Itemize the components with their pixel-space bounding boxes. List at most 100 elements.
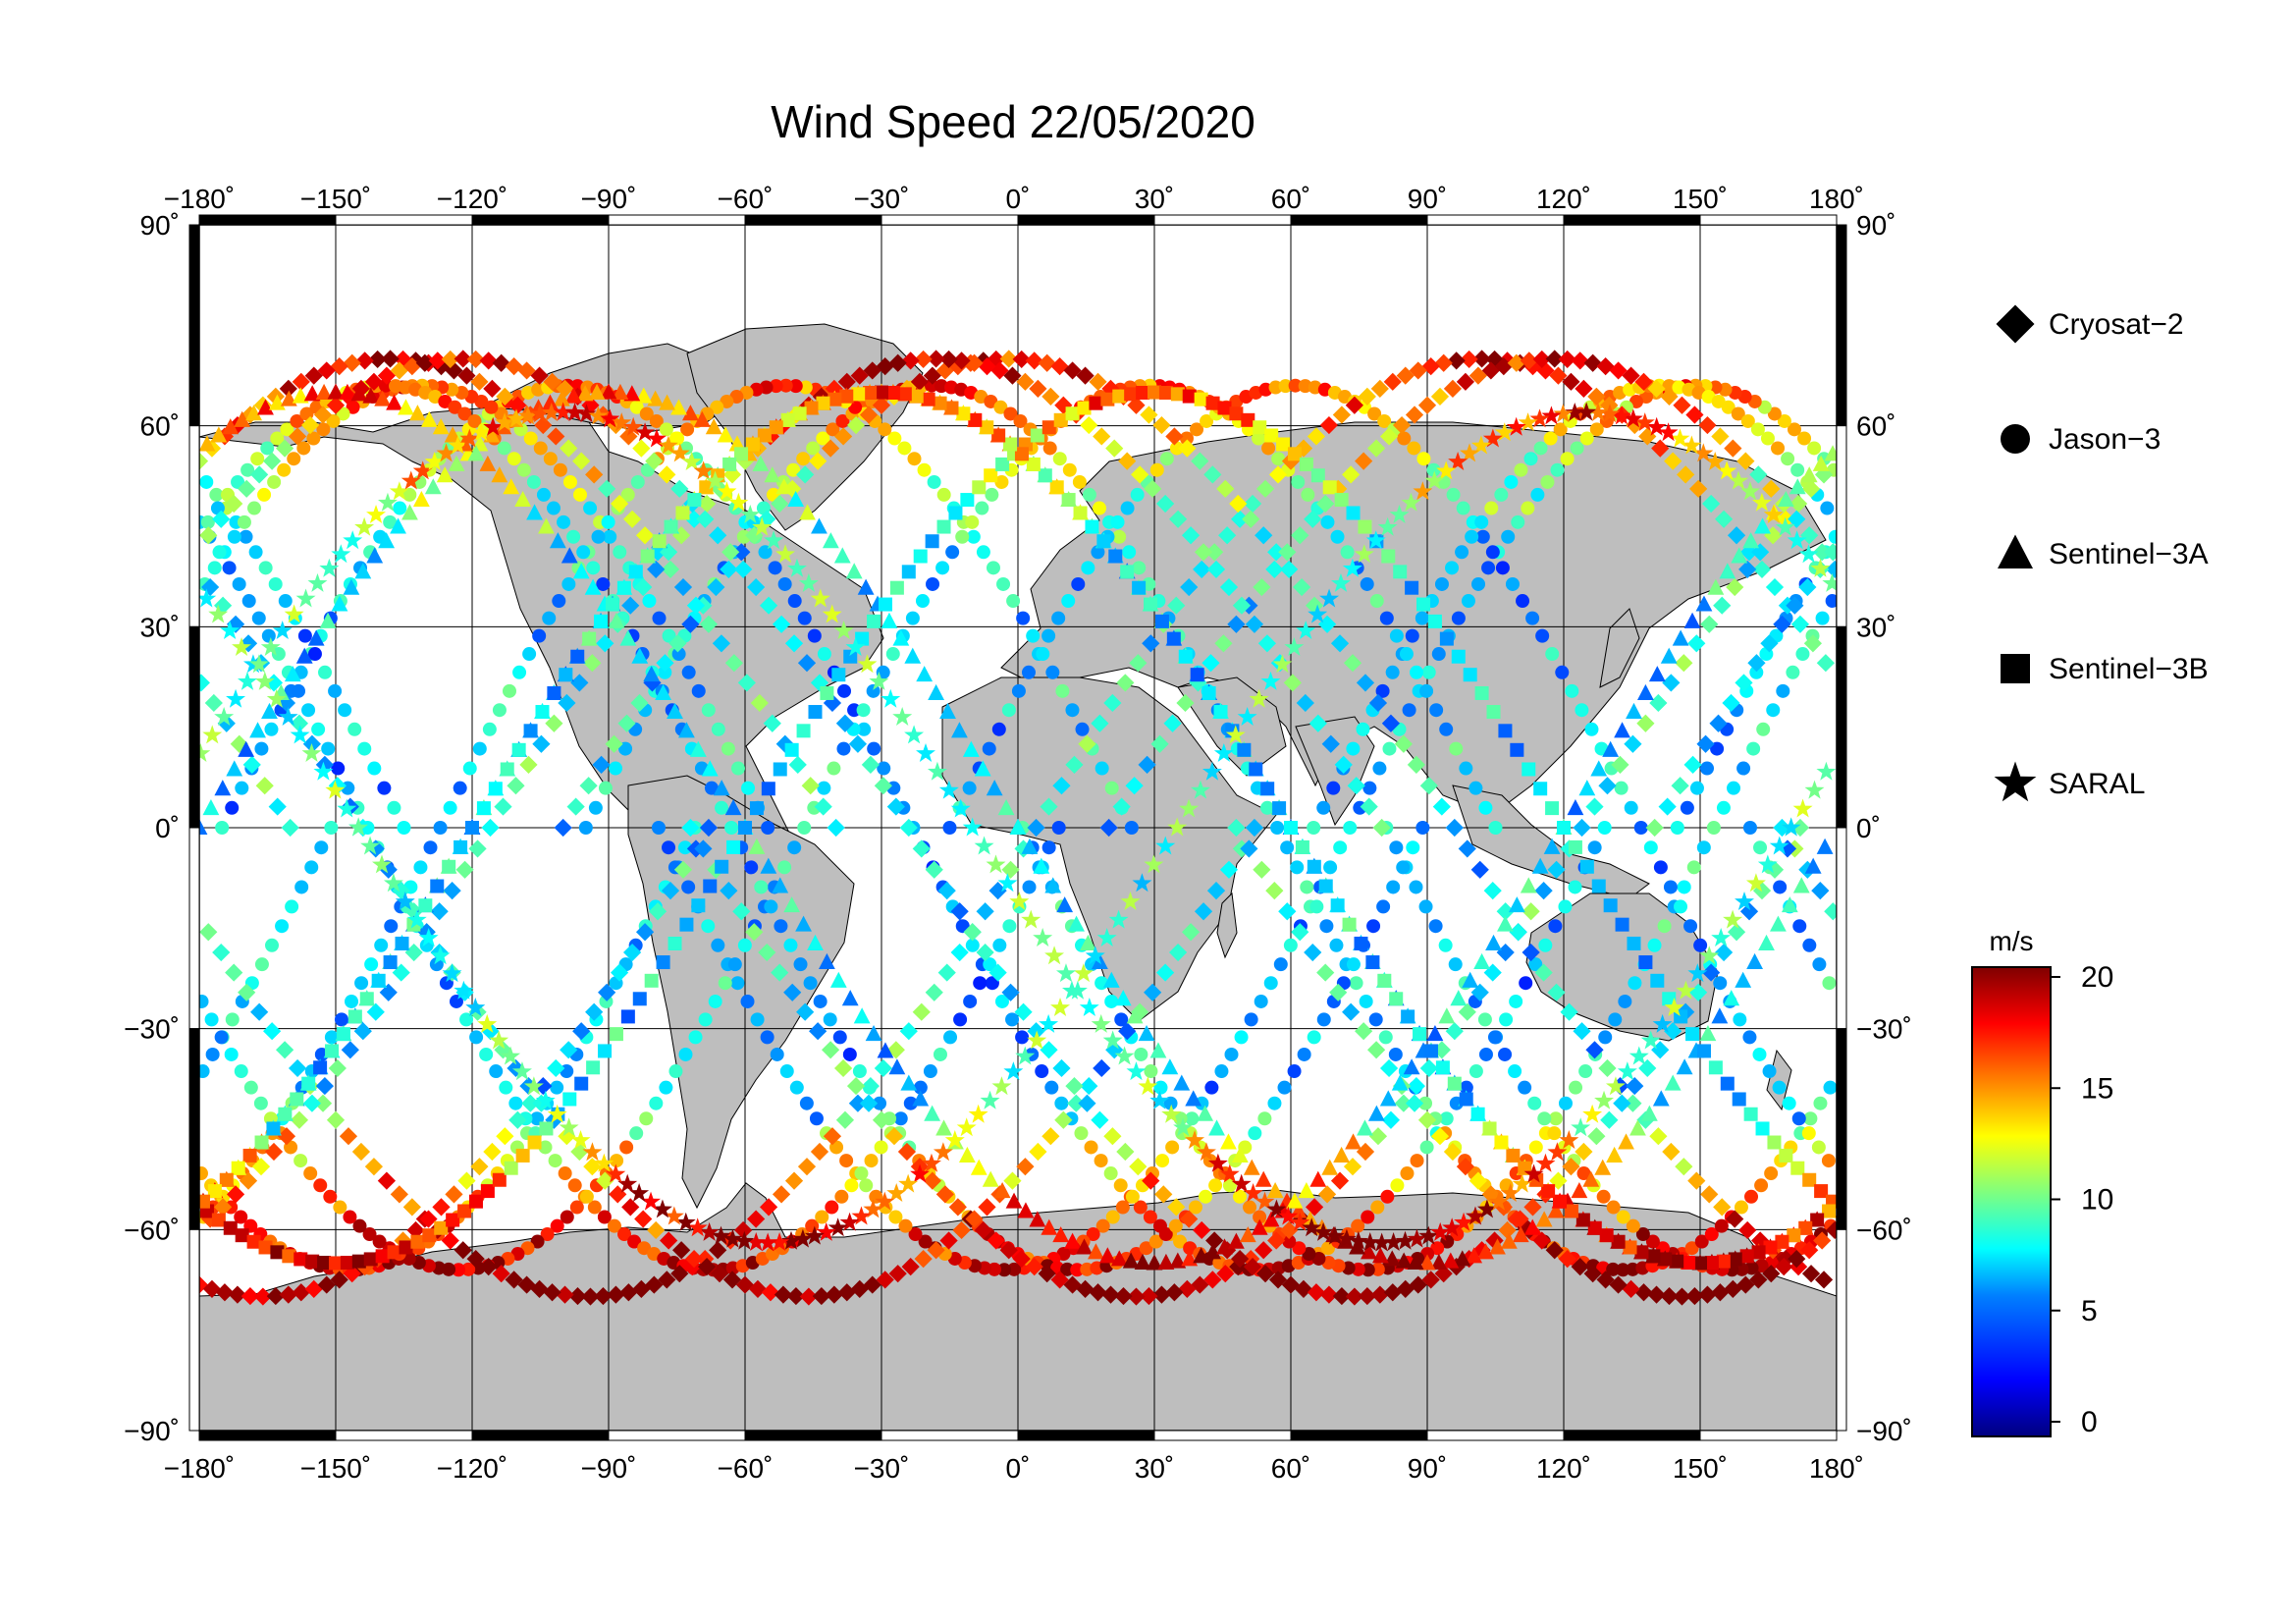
track-point — [257, 399, 274, 415]
track-point — [1505, 576, 1520, 591]
track-point — [226, 688, 246, 708]
track-point — [413, 860, 428, 875]
track-point — [750, 693, 769, 713]
track-point — [1445, 818, 1464, 838]
track-point — [1244, 1012, 1258, 1027]
track-point — [1486, 705, 1501, 720]
track-point — [1670, 428, 1690, 448]
track-point — [1063, 1275, 1082, 1294]
track-point — [1284, 821, 1298, 835]
track-point — [899, 818, 918, 838]
track-point — [1760, 431, 1775, 446]
track-point — [823, 693, 842, 713]
track-point — [514, 490, 532, 508]
track-point — [1249, 762, 1263, 777]
track-point — [1154, 614, 1169, 628]
track-point — [1330, 1171, 1350, 1190]
track-point — [243, 1080, 258, 1095]
track-point — [1673, 1287, 1691, 1306]
track-point — [317, 361, 336, 380]
track-point — [856, 703, 871, 718]
lat-tick-label-right: 0˚ — [1856, 813, 1881, 843]
track-point — [522, 647, 537, 662]
track-point — [1727, 526, 1746, 545]
track-point — [1658, 797, 1677, 816]
track-point — [905, 611, 920, 625]
track-point — [1150, 734, 1169, 753]
track-point — [1792, 877, 1810, 893]
track-point — [925, 534, 939, 549]
track-point — [1558, 1096, 1573, 1110]
track-point — [912, 839, 931, 858]
track-point — [253, 1287, 272, 1306]
track-point — [302, 1094, 322, 1112]
track-point — [467, 413, 482, 428]
track-point — [1114, 1012, 1129, 1027]
track-point — [527, 1135, 542, 1150]
track-point — [516, 462, 531, 477]
track-point — [1080, 1076, 1098, 1096]
track-point — [1219, 577, 1239, 597]
track-point — [1409, 880, 1423, 894]
track-point — [1811, 1140, 1826, 1155]
track-point — [1166, 631, 1181, 646]
track-point — [1766, 703, 1781, 718]
track-point — [740, 994, 755, 1008]
track-point — [1286, 1192, 1304, 1209]
track-point — [741, 781, 756, 795]
track-point — [303, 1166, 318, 1181]
track-triangle — [199, 383, 1837, 1271]
track-point — [1038, 468, 1052, 483]
track-point — [1283, 674, 1302, 692]
track-point — [607, 1218, 621, 1233]
track-point — [489, 1064, 504, 1079]
track-point — [793, 957, 808, 972]
track-point — [1787, 530, 1807, 550]
track-point — [1016, 372, 1035, 391]
track-point — [1085, 946, 1105, 965]
track-point — [1229, 494, 1248, 514]
track-point — [796, 452, 811, 466]
track-point — [1752, 1047, 1767, 1061]
legend-marker-star — [1994, 761, 2037, 802]
track-point — [760, 857, 777, 874]
track-point — [347, 1009, 362, 1024]
track-point — [1011, 683, 1026, 698]
track-point — [1232, 596, 1252, 615]
track-point — [848, 1094, 868, 1112]
track-point — [1390, 1178, 1405, 1193]
track-point — [1430, 1253, 1448, 1270]
track-point — [788, 379, 803, 394]
track-point — [609, 1185, 627, 1204]
track-point — [1657, 919, 1672, 934]
map-area: −180˚−180˚−150˚−150˚−120˚−120˚−90˚−90˚−6… — [124, 184, 1912, 1484]
track-point — [652, 534, 667, 549]
track-point — [325, 780, 346, 799]
track-point — [1029, 379, 1047, 398]
track-point — [1626, 702, 1642, 720]
track-point — [228, 1285, 247, 1304]
track-point — [829, 971, 847, 988]
track-point — [582, 631, 597, 646]
track-point — [1005, 1012, 1020, 1027]
track-point — [1110, 514, 1125, 529]
track-point — [825, 379, 843, 398]
track-point — [418, 898, 433, 913]
track-point — [1273, 957, 1288, 972]
track-point — [1629, 1046, 1649, 1065]
track-point — [326, 396, 346, 414]
track-point — [313, 1178, 328, 1193]
track-point — [1496, 902, 1515, 921]
track-point — [1822, 1204, 1837, 1218]
track-point — [533, 441, 548, 456]
track-point — [913, 549, 928, 564]
track-point — [974, 1220, 992, 1240]
track-point — [227, 529, 241, 544]
track-square — [199, 385, 1837, 1271]
track-point — [1587, 1127, 1606, 1146]
track-point — [1473, 952, 1490, 970]
track-point — [991, 428, 1006, 443]
track-point — [1077, 401, 1092, 415]
track-point — [965, 1210, 984, 1228]
track-point — [835, 1110, 855, 1129]
